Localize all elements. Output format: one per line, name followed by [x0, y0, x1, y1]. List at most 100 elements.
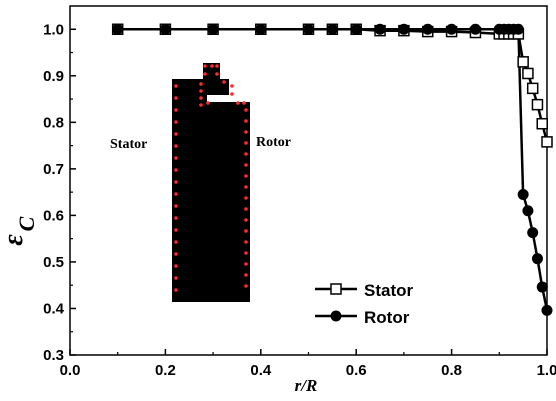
- axis-ticks: 0.0 0.2 0.4 0.6 0.8 1.0 0.3 0.4 0.5 0.6 0.7 0.8 0.9 1…: [43, 21, 556, 379]
- inset-node-dot: [174, 240, 178, 244]
- legend-label-rotor: Rotor: [364, 308, 410, 327]
- data-point-rotor: [303, 23, 314, 35]
- inset-node-dot: [222, 80, 226, 84]
- inset-node-dot: [174, 144, 178, 148]
- y-tick-label: 0.3: [43, 347, 64, 364]
- inset-node-dot: [174, 156, 178, 160]
- y-tick-label: 0.7: [43, 161, 64, 178]
- inset-node-dot: [244, 229, 248, 233]
- blade-mesh-inset: Stator Rotor: [110, 63, 291, 302]
- x-axis-label: r/R: [295, 376, 318, 395]
- inset-stator-top: [207, 79, 229, 98]
- y-tick-label: 0.9: [43, 68, 64, 85]
- inset-node-dot: [244, 141, 248, 145]
- inset-node-dot: [174, 96, 178, 100]
- legend-item-rotor: Rotor: [315, 308, 410, 327]
- y-tick-label: 0.6: [43, 207, 64, 224]
- inset-node-dot: [174, 276, 178, 280]
- data-point-stator: [522, 67, 534, 80]
- inset-node-dot: [174, 288, 178, 292]
- data-point-rotor: [350, 23, 362, 35]
- series-layer: [111, 23, 553, 316]
- data-point-stator: [541, 136, 553, 148]
- inset-label-rotor: Rotor: [256, 135, 291, 150]
- inset-node-dot: [244, 152, 248, 156]
- data-point-rotor: [536, 281, 548, 293]
- x-tick-label: 0.6: [346, 362, 367, 379]
- inset-node-dot: [244, 240, 248, 244]
- x-tick-label: 0.4: [250, 362, 272, 379]
- legend: Stator Rotor: [315, 281, 414, 327]
- inset-stator-block: [172, 79, 207, 302]
- inset-node-dot: [174, 132, 178, 136]
- data-point-rotor: [469, 23, 481, 35]
- inset-node-dot: [206, 101, 210, 105]
- x-tick-label: 1.0: [537, 362, 556, 379]
- inset-label-stator: Stator: [110, 137, 147, 152]
- inset-node-dot: [199, 103, 203, 107]
- legend-item-stator: Stator: [315, 281, 414, 300]
- inset-node-dot: [174, 204, 178, 208]
- inset-node-dot: [199, 96, 203, 100]
- legend-marker-rotor: [330, 310, 342, 322]
- data-point-stator: [526, 82, 539, 95]
- inset-node-dot: [203, 64, 207, 68]
- data-point-rotor: [527, 227, 539, 239]
- x-tick-label: 0.0: [60, 362, 81, 379]
- inset-node-dot: [244, 108, 248, 112]
- inset-node-dot: [174, 108, 178, 112]
- inset-node-dot: [244, 218, 248, 222]
- legend-label-stator: Stator: [364, 281, 414, 300]
- inset-node-dot: [244, 251, 248, 255]
- data-point-rotor: [522, 205, 534, 217]
- inset-rotor-block: [202, 102, 250, 302]
- inset-node-dot: [244, 273, 248, 277]
- y-axis-label: ε C: [0, 216, 39, 245]
- inset-node-dot: [244, 119, 248, 123]
- inset-boundary-nodes: [174, 64, 248, 292]
- inset-node-dot: [199, 82, 203, 86]
- y-tick-label: 0.5: [43, 254, 64, 271]
- inset-node-dot: [244, 207, 248, 211]
- inset-node-dot: [174, 180, 178, 184]
- inset-node-dot: [244, 262, 248, 266]
- data-point-rotor: [159, 23, 171, 35]
- x-tick-label: 0.2: [155, 362, 176, 379]
- inset-node-dot: [244, 196, 248, 200]
- inset-gap: [207, 95, 236, 99]
- y-tick-label: 0.8: [43, 114, 64, 131]
- inset-node-dot: [244, 185, 248, 189]
- y-axis-label-main: ε: [0, 234, 29, 246]
- inset-node-dot: [210, 64, 214, 68]
- legend-marker-stator: [330, 283, 342, 295]
- inset-node-dot: [174, 168, 178, 172]
- y-axis-label-sub: C: [14, 216, 39, 231]
- inset-node-dot: [174, 216, 178, 220]
- data-point-rotor: [255, 23, 267, 35]
- y-tick-label: 1.0: [43, 21, 64, 38]
- data-point-rotor: [446, 23, 458, 35]
- plot-frame: [69, 5, 548, 356]
- data-point-rotor: [207, 23, 219, 35]
- data-point-rotor: [541, 304, 553, 316]
- inset-node-dot: [199, 89, 203, 93]
- data-point-stator: [536, 117, 548, 130]
- inset-node-dot: [244, 130, 248, 134]
- data-point-stator: [531, 98, 544, 111]
- inset-node-dot: [174, 192, 178, 196]
- inset-node-dot: [174, 228, 178, 232]
- inset-node-dot: [230, 84, 234, 88]
- inset-node-dot: [203, 72, 207, 76]
- inset-node-dot: [242, 101, 246, 105]
- y-tick-label: 0.4: [43, 300, 65, 317]
- data-point-rotor: [374, 23, 386, 35]
- data-point-rotor: [512, 23, 524, 35]
- inset-node-dot: [174, 84, 178, 88]
- inset-node-dot: [244, 174, 248, 178]
- inset-node-dot: [215, 64, 219, 68]
- inset-node-dot: [244, 284, 248, 288]
- series-markers-rotor: [112, 23, 553, 316]
- inset-node-dot: [174, 120, 178, 124]
- inset-node-dot: [174, 252, 178, 256]
